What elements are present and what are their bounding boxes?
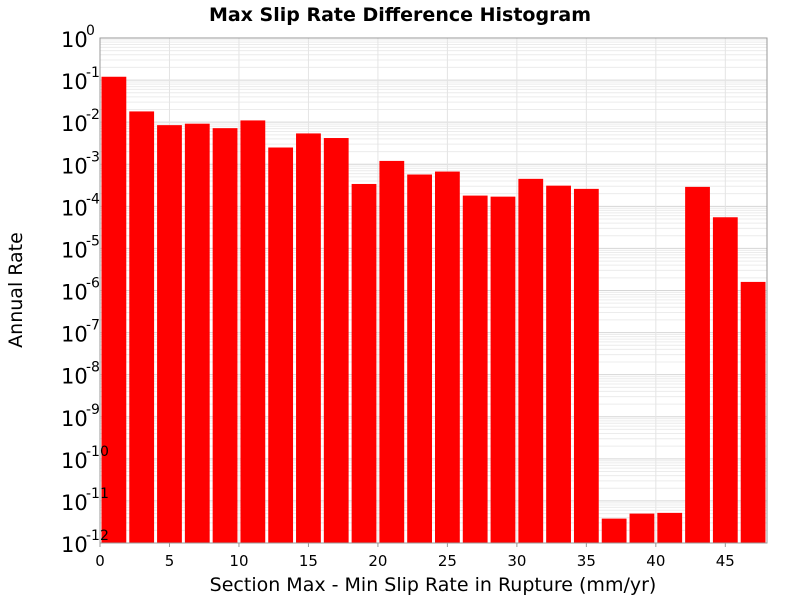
bar [546,185,571,543]
bar [296,133,321,543]
y-tick-base: 10 [61,196,88,220]
y-tick-label: 10-2 [61,107,100,136]
x-axis-label: Section Max - Min Slip Rate in Rupture (… [210,574,657,596]
bar [518,178,544,543]
bar [407,174,432,543]
y-tick-base: 10 [61,154,88,178]
x-tick-labels: 0 5 10 15 20 25 30 35 40 45 [95,543,735,570]
y-tick-base: 10 [61,238,88,262]
y-tick-base: 10 [61,449,88,473]
y-tick-base: 10 [61,323,88,347]
y-tick-exponent: -10 [86,444,109,460]
x-tick-label: 35 [577,552,596,570]
plot-border [99,37,768,544]
y-tick-exponent: -9 [86,402,100,418]
chart-title: Max Slip Rate Difference Histogram [209,4,591,26]
y-tick-base: 10 [61,407,88,431]
x-tick-label: 0 [95,552,105,570]
x-tick-label: 15 [299,552,318,570]
y-tick-base: 10 [61,491,88,515]
bar [157,125,182,543]
y-tick-exponent: -12 [86,528,109,544]
x-tick-label: 20 [368,552,387,570]
y-tick-base: 10 [61,281,88,305]
bar [573,188,599,543]
bar [212,128,238,543]
x-tick-label: 40 [646,552,665,570]
bar [740,281,766,543]
y-tick-base: 10 [61,533,88,557]
y-tick-label: 10-12 [61,528,109,557]
y-tick-label: 10-3 [61,149,100,178]
y-tick-label: 10-7 [61,318,100,347]
bar [712,217,738,543]
bar [657,512,683,543]
y-tick-exponent: -3 [86,149,100,165]
bar [490,196,516,544]
bar [435,171,460,544]
y-tick-label: 10-4 [61,191,100,220]
grid-lines [99,38,767,544]
y-tick-exponent: -8 [86,360,100,376]
x-tick-label: 5 [165,552,175,570]
bar [629,513,655,543]
y-tick-exponent: -5 [86,233,100,249]
y-tick-exponent: -4 [86,191,100,207]
bar [685,186,710,543]
x-tick-label: 45 [716,552,735,570]
bar [184,123,210,543]
bar [240,120,266,544]
y-tick-label: 10-11 [61,486,109,515]
bar [323,138,349,543]
y-tick-exponent: -6 [86,276,100,292]
bar [462,195,488,543]
y-tick-exponent: -11 [86,486,109,502]
y-tick-label: 10-5 [61,233,100,262]
y-tick-label: 10-1 [61,65,100,94]
y-axis-label: Annual Rate [5,232,27,348]
bar [351,183,377,544]
bars [101,76,766,544]
bar [379,160,405,543]
y-tick-exponent: -1 [86,65,100,81]
y-tick-label: 10-6 [61,276,100,305]
y-tick-exponent: -2 [86,107,100,123]
x-tick-label: 25 [438,552,457,570]
y-tick-exponent: 0 [86,23,95,39]
y-tick-label: 10-8 [61,360,100,389]
bar [601,518,627,543]
y-tick-exponent: -7 [86,318,100,334]
x-tick-label: 10 [229,552,248,570]
y-tick-base: 10 [61,112,88,136]
y-tick-label: 10-10 [61,444,109,473]
bar [268,147,294,543]
y-tick-labels: 10010-110-210-310-410-510-610-710-810-91… [61,23,109,557]
bar [101,76,127,543]
x-tick-label: 30 [507,552,526,570]
y-tick-base: 10 [61,70,88,94]
y-tick-label: 100 [61,23,95,52]
y-tick-base: 10 [61,28,88,52]
y-tick-base: 10 [61,365,88,389]
bar [129,111,155,543]
y-tick-label: 10-9 [61,402,100,431]
